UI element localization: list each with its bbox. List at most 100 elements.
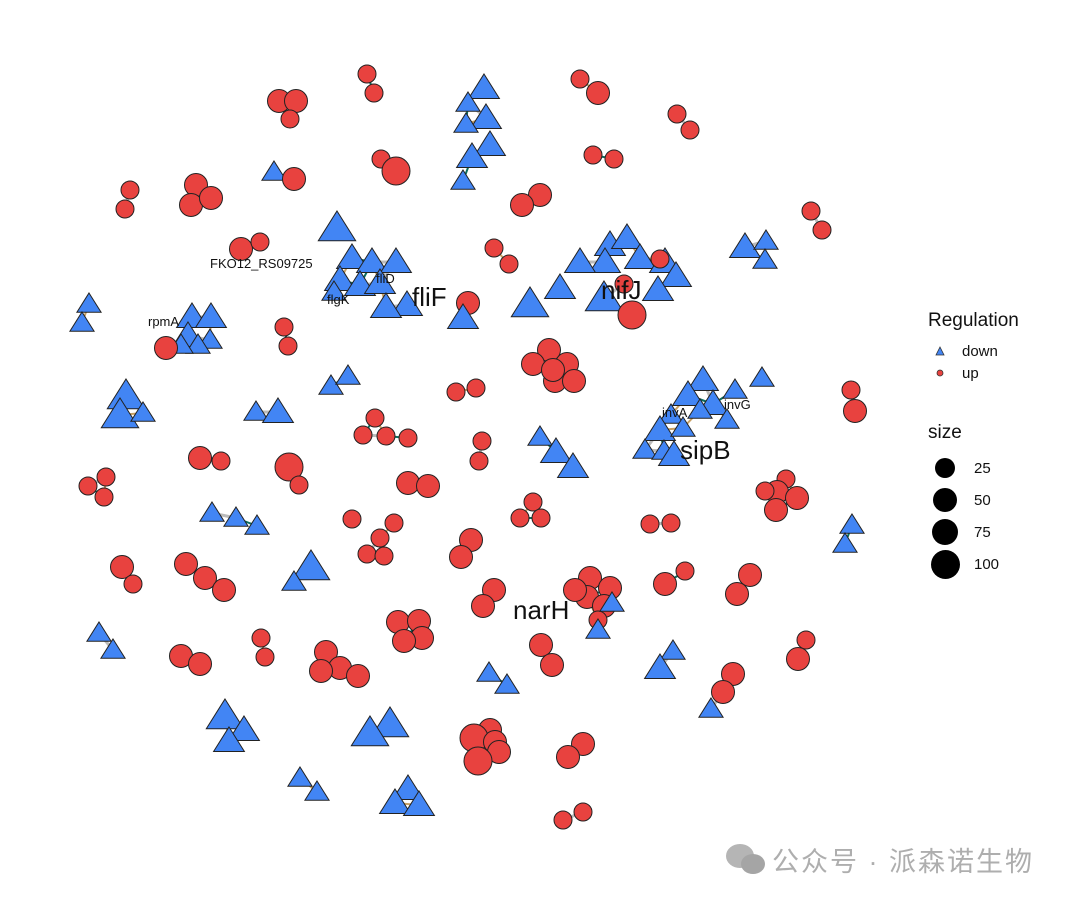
node-down xyxy=(563,247,597,273)
node-down xyxy=(370,706,410,738)
node-down xyxy=(280,570,308,591)
node-down xyxy=(631,438,659,459)
node-down xyxy=(261,397,295,423)
node-down xyxy=(455,142,489,168)
node-up xyxy=(711,680,735,704)
node-down xyxy=(100,397,140,429)
node-up xyxy=(154,336,178,360)
node-up xyxy=(374,546,394,566)
node-down xyxy=(751,248,779,269)
triangle-icon xyxy=(928,346,952,356)
node-up xyxy=(384,513,404,533)
node-up xyxy=(469,451,489,471)
node-down xyxy=(334,364,362,385)
node-up xyxy=(617,300,647,330)
node-down xyxy=(75,292,103,313)
circle-icon xyxy=(928,368,952,378)
node-up xyxy=(463,746,493,776)
node-up xyxy=(123,574,143,594)
node-down xyxy=(588,247,622,273)
node-down xyxy=(68,311,96,332)
node-up xyxy=(282,167,306,191)
node-up xyxy=(396,471,420,495)
node-up xyxy=(650,249,670,269)
size-dot-icon xyxy=(932,519,958,545)
node-up xyxy=(364,83,384,103)
node-down xyxy=(99,638,127,659)
node-up xyxy=(250,232,270,252)
node-up xyxy=(667,104,687,124)
node-down xyxy=(721,378,749,399)
node-up xyxy=(274,452,304,482)
node-down xyxy=(643,653,677,679)
node-up xyxy=(586,81,610,105)
node-up xyxy=(193,566,217,590)
node-up xyxy=(342,509,362,529)
node-up xyxy=(796,630,816,650)
legend-label: down xyxy=(962,342,998,360)
node-up xyxy=(96,467,116,487)
node-up xyxy=(573,802,593,822)
node-up xyxy=(614,274,634,294)
node-up xyxy=(531,508,551,528)
legend: Regulation down up size 25 50 75 100 xyxy=(928,310,1019,580)
node-label: fliD xyxy=(376,271,395,286)
node-down xyxy=(291,549,331,581)
legend-label: 50 xyxy=(974,491,991,509)
node-up xyxy=(553,810,573,830)
node-down xyxy=(713,408,741,429)
node-up xyxy=(562,369,586,393)
node-up xyxy=(725,582,749,606)
node-up xyxy=(521,352,545,376)
node-up xyxy=(499,254,519,274)
legend-size-item: 100 xyxy=(928,548,1019,580)
node-down xyxy=(194,302,228,328)
node-down xyxy=(242,400,270,421)
node-up xyxy=(675,561,695,581)
node-down xyxy=(543,273,577,299)
node-down xyxy=(286,766,314,787)
node-label: rpmA xyxy=(148,314,180,329)
node-down xyxy=(623,243,657,269)
node-label: invG xyxy=(724,397,751,412)
node-up xyxy=(471,594,495,618)
node-down xyxy=(473,130,507,156)
node-up xyxy=(484,238,504,258)
node-down xyxy=(669,416,697,437)
node-up xyxy=(212,578,236,602)
node-up xyxy=(353,425,373,445)
node-label: narH xyxy=(513,595,570,625)
node-down xyxy=(317,210,357,242)
node-up xyxy=(381,156,411,186)
node-up xyxy=(174,552,198,576)
legend-title-regulation: Regulation xyxy=(928,310,1019,331)
node-down xyxy=(584,618,612,639)
node-up xyxy=(188,652,212,676)
node-up xyxy=(284,89,308,113)
node-down xyxy=(748,366,776,387)
legend-item-up: up xyxy=(928,362,1019,384)
node-down xyxy=(184,333,212,354)
node-up xyxy=(466,378,486,398)
node-up xyxy=(94,487,114,507)
node-label: sipB xyxy=(680,435,731,465)
node-up xyxy=(357,544,377,564)
node-up xyxy=(120,180,140,200)
node-down xyxy=(402,790,436,816)
node-up xyxy=(229,237,253,261)
wechat-icon xyxy=(726,844,765,874)
node-down xyxy=(469,103,503,129)
node-up xyxy=(583,145,603,165)
node-up xyxy=(365,408,385,428)
node-down xyxy=(657,403,685,424)
node-up xyxy=(661,513,681,533)
node-down xyxy=(390,290,424,316)
node-down xyxy=(657,440,691,466)
node-down xyxy=(598,591,626,612)
node-down xyxy=(686,365,720,391)
node-down xyxy=(659,261,693,287)
node-up xyxy=(309,659,333,683)
node-up xyxy=(653,572,677,596)
node-down xyxy=(659,639,687,660)
